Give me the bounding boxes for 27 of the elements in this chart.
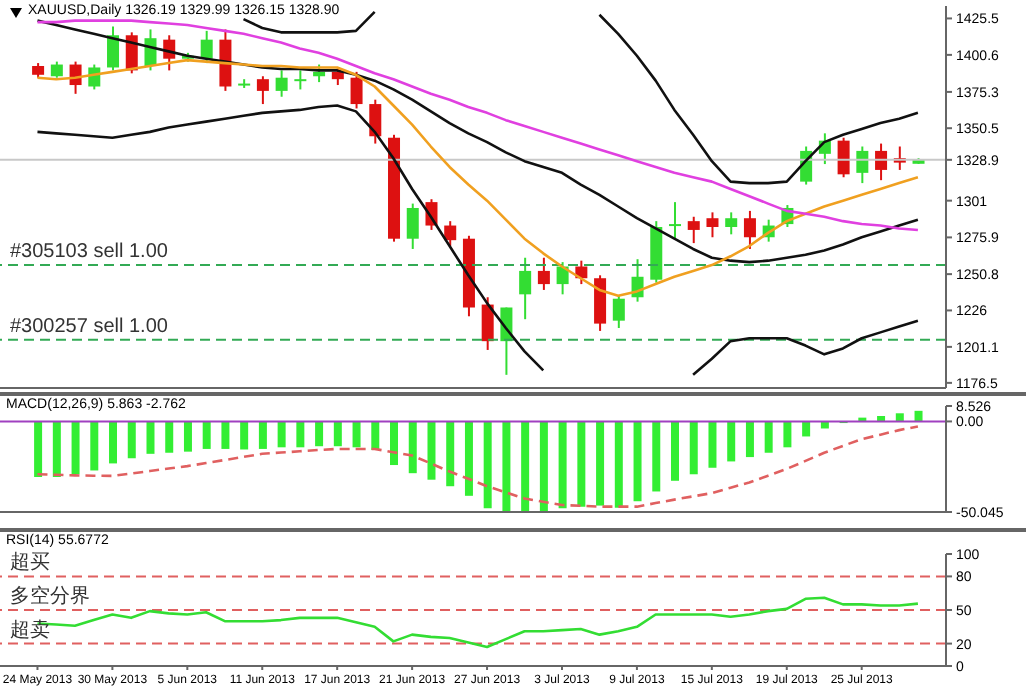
ref-line-label: 超卖 — [10, 617, 50, 642]
candlestick — [350, 70, 363, 110]
candlestick — [219, 28, 232, 92]
candlestick — [519, 256, 532, 321]
candlestick — [369, 98, 382, 145]
candlestick — [706, 211, 719, 239]
candlestick — [537, 256, 550, 291]
candlestick — [294, 69, 307, 91]
candlestick — [837, 136, 850, 179]
candlestick — [275, 69, 288, 98]
ref-line-label: #300257 sell 1.00 — [10, 315, 169, 338]
candlestick — [107, 25, 120, 72]
candlestick — [743, 209, 756, 250]
candlestick — [669, 201, 682, 240]
ref-line-label: 多空分界 — [10, 584, 90, 608]
candlestick — [594, 274, 607, 332]
candlestick — [725, 211, 738, 236]
candlestick — [406, 202, 419, 250]
candlestick — [856, 145, 869, 185]
candlestick — [612, 294, 625, 329]
candlestick — [256, 75, 269, 106]
candlestick — [444, 220, 457, 248]
ref-line-label: 超买 — [10, 550, 50, 575]
candlestick — [687, 215, 700, 245]
candlestick — [481, 296, 494, 351]
line-series — [36, 425, 920, 508]
ref-line-label: #305103 sell 1.00 — [10, 241, 169, 264]
